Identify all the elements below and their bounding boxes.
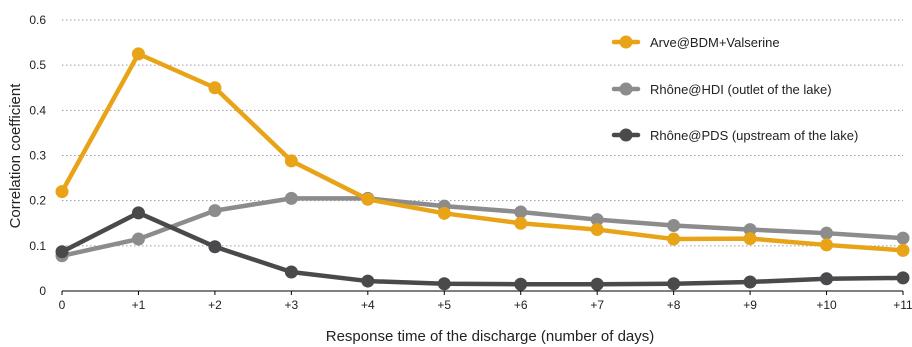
- data-point: [590, 277, 604, 291]
- x-tick-label: +2: [208, 298, 222, 312]
- y-tick-label: 0.1: [29, 239, 46, 253]
- data-point: [131, 206, 145, 220]
- data-point: [514, 277, 528, 291]
- y-tick-label: 0.6: [29, 13, 46, 27]
- y-axis-ticks: 0 0.1 0.2 0.3 0.4 0.5 0.6: [29, 13, 46, 298]
- x-tick-label: +6: [514, 298, 528, 312]
- y-tick-label: 0.3: [29, 149, 46, 163]
- series-2: [55, 191, 910, 263]
- data-point: [284, 265, 298, 279]
- x-tick-label: +7: [590, 298, 604, 312]
- x-tick-label: +3: [285, 298, 299, 312]
- data-point: [55, 245, 69, 259]
- y-tick-label: 0.5: [29, 58, 46, 72]
- data-point: [590, 223, 604, 237]
- legend-swatch-marker: [619, 128, 633, 142]
- y-tick-label: 0.2: [29, 194, 46, 208]
- data-point: [820, 238, 834, 252]
- series-line: [59, 51, 906, 253]
- legend-label: Rhône@PDS (upstream of the lake): [650, 128, 858, 143]
- series-1: [55, 47, 910, 257]
- y-tick-label: 0: [39, 284, 46, 298]
- data-point: [820, 226, 834, 240]
- x-tick-label: +11: [893, 298, 912, 312]
- legend-item-3: Rhône@PDS (upstream of the lake): [611, 128, 858, 143]
- data-point: [896, 231, 910, 245]
- data-point: [361, 192, 375, 206]
- legend-swatch-marker: [619, 35, 633, 49]
- x-tick-label: +1: [132, 298, 146, 312]
- data-point: [590, 213, 604, 227]
- data-point: [667, 232, 681, 246]
- series-line: [59, 196, 906, 259]
- gridlines: [62, 19, 903, 247]
- data-point: [667, 277, 681, 291]
- x-tick-label: +9: [743, 298, 757, 312]
- x-tick-label: +4: [361, 298, 375, 312]
- data-point: [131, 47, 145, 61]
- data-point: [743, 232, 757, 246]
- data-point: [131, 232, 145, 246]
- data-point: [208, 240, 222, 254]
- y-axis-title: Correlation coefficient: [7, 83, 24, 229]
- legend-label: Rhône@HDI (outlet of the lake): [650, 82, 832, 97]
- data-point: [437, 277, 451, 291]
- data-point: [284, 191, 298, 205]
- legend-label: Arve@BDM+Valserine: [650, 35, 780, 50]
- data-point: [284, 154, 298, 168]
- data-point: [743, 223, 757, 237]
- data-point: [896, 271, 910, 285]
- data-point: [55, 185, 69, 199]
- data-point: [208, 204, 222, 218]
- y-tick-label: 0.4: [29, 103, 46, 117]
- data-point: [896, 243, 910, 257]
- data-point: [667, 219, 681, 233]
- legend-item-2: Rhône@HDI (outlet of the lake): [611, 82, 832, 97]
- x-tick-label: +10: [816, 298, 837, 312]
- data-point: [208, 81, 222, 95]
- data-point: [361, 274, 375, 288]
- legend: Arve@BDM+Valserine Rhône@HDI (outlet of t…: [611, 35, 858, 143]
- x-axis-title: Response time of the discharge (number o…: [326, 328, 655, 345]
- legend-item-1: Arve@BDM+Valserine: [611, 35, 780, 50]
- x-tick-label: +5: [437, 298, 451, 312]
- x-axis-ticks: 0 +1 +2 +3 +4 +5 +6 +7 +8 +9 +10 +11: [59, 291, 912, 312]
- data-point: [437, 206, 451, 220]
- legend-swatch-marker: [619, 82, 633, 96]
- data-point: [514, 216, 528, 230]
- data-point: [514, 205, 528, 219]
- series-line: [59, 210, 906, 287]
- data-point: [820, 272, 834, 286]
- data-point: [743, 275, 757, 289]
- series-group: [55, 47, 910, 291]
- x-tick-label: 0: [59, 298, 66, 312]
- x-tick-label: +8: [667, 298, 681, 312]
- series-3: [55, 206, 910, 291]
